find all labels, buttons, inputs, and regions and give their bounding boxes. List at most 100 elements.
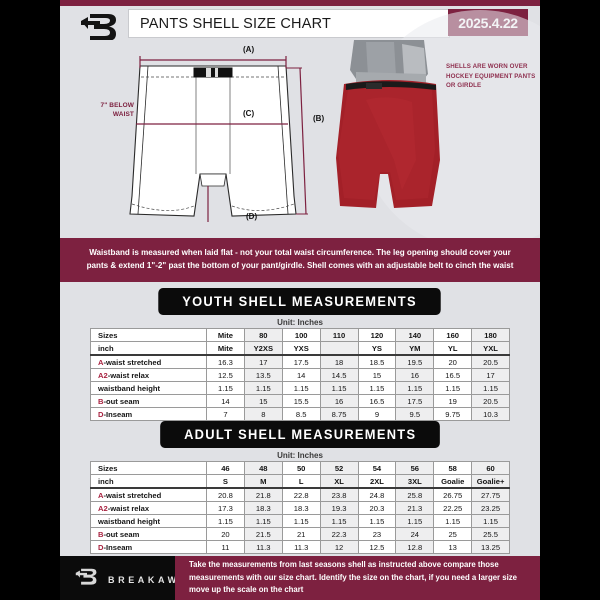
table-cell: 21.5 — [243, 527, 283, 541]
table-cell: 1.15 — [471, 381, 510, 395]
table-cell: Goalie+ — [471, 474, 510, 489]
footer-brand-name: BREAKAWAY — [108, 574, 199, 585]
table-cell: 12 — [319, 540, 359, 554]
row-label: waistband height — [90, 381, 207, 395]
row-label: D-Inseam — [90, 407, 207, 421]
table-row: A2-waist relax 17.3 18.3 18.3 19.3 20.3 21.3 22… — [90, 501, 510, 515]
table-cell: 50 — [281, 461, 321, 475]
table-cell: 15 — [243, 394, 283, 408]
table-cell: 8.5 — [281, 407, 321, 421]
row-label-letter: A2 — [98, 503, 108, 513]
waist-note-line-2: WAIST — [112, 110, 134, 118]
table-cell: 11.3 — [281, 540, 321, 554]
diagram-label-b: (B) — [313, 114, 325, 123]
measurement-instructions-text: Waistband is measured when laid flat - n… — [86, 248, 514, 270]
row-label: A-waist stretched — [90, 354, 207, 369]
table-cell: L — [281, 474, 321, 489]
table-cell: 18.3 — [243, 501, 283, 515]
adult-measurements-table: Sizes 46 48 50 52 54 56 58 60 inch S M L XL 2XL 3XL Goal… — [90, 461, 510, 554]
footer-brand: BREAKAWAY — [74, 564, 198, 595]
table-cell: 16.5 — [433, 368, 473, 382]
table-cell: 1.15 — [395, 381, 435, 395]
row-label: B-out seam — [90, 527, 207, 541]
table-cell: 9 — [357, 407, 397, 421]
table-cell — [319, 341, 359, 356]
adult-heading: ADULT SHELL MEASUREMENTS — [159, 421, 441, 448]
table-cell: 27.75 — [471, 487, 510, 502]
page-title-text: PANTS SHELL SIZE CHART — [140, 15, 332, 32]
table-row: Sizes 46 48 50 52 54 56 58 60 — [90, 461, 510, 475]
row-label-letter: A — [98, 357, 104, 367]
table-cell: 1.15 — [433, 381, 473, 395]
table-cell: 22.3 — [319, 527, 359, 541]
row-label: Sizes — [90, 461, 207, 475]
table-cell: 12.5 — [206, 368, 245, 382]
table-cell: Goalie — [433, 474, 473, 489]
youth-unit-label: Unit: Inches — [277, 318, 323, 327]
table-cell: YXL — [471, 341, 510, 356]
row-label: B-out seam — [90, 394, 207, 408]
table-cell: 22.25 — [433, 501, 473, 515]
table-cell: 21.3 — [395, 501, 435, 515]
table-cell: 9.75 — [433, 407, 473, 421]
table-cell: 48 — [243, 461, 283, 475]
table-cell: 1.15 — [357, 381, 397, 395]
table-cell: 60 — [471, 461, 510, 475]
table-row: A-waist stretched 20.8 21.8 22.8 23.8 24.8 25.… — [90, 487, 510, 502]
table-cell: 23.8 — [319, 487, 359, 502]
row-label: waistband height — [90, 514, 207, 528]
table-cell: 17 — [471, 368, 510, 382]
table-cell: 21.8 — [243, 487, 283, 502]
table-cell: 1.15 — [319, 514, 359, 528]
table-cell: M — [243, 474, 283, 489]
footer-instructions: Take the measurements from last seasons … — [175, 556, 540, 600]
page-title: PANTS SHELL SIZE CHART — [128, 9, 450, 38]
table-cell: 17.3 — [206, 501, 245, 515]
sheet: PANTS SHELL SIZE CHART 2025.4.22 7" BELO… — [60, 0, 540, 600]
table-cell: 14.5 — [319, 368, 359, 382]
table-cell: 1.15 — [206, 514, 245, 528]
table-cell: 20.5 — [471, 354, 510, 369]
table-cell: 1.15 — [433, 514, 473, 528]
waist-reference-note: 7" BELOW WAIST — [76, 102, 134, 120]
table-cell: 13.5 — [243, 368, 283, 382]
table-cell: 2XL — [357, 474, 397, 489]
table-cell: 20 — [433, 354, 473, 369]
table-cell: 19.3 — [319, 501, 359, 515]
table-cell: 9.5 — [395, 407, 435, 421]
footer-instructions-text: Take the measurements from last seasons … — [189, 560, 517, 595]
table-cell: 80 — [243, 328, 283, 342]
shell-product-photo — [332, 40, 448, 230]
table-cell: 19 — [433, 394, 473, 408]
table-cell: 15.5 — [281, 394, 321, 408]
table-cell: 52 — [319, 461, 359, 475]
table-cell: 7 — [206, 407, 245, 421]
table-cell: 13.25 — [471, 540, 510, 554]
table-row: B-out seam 20 21.5 21 22.3 23 24 25 25.5 — [90, 527, 510, 541]
table-cell: 25 — [433, 527, 473, 541]
table-cell: 19.5 — [395, 354, 435, 369]
table-cell: 14 — [281, 368, 321, 382]
table-cell: 160 — [433, 328, 473, 342]
table-cell: 17.5 — [281, 354, 321, 369]
table-cell: 10.3 — [471, 407, 510, 421]
table-cell: YL — [433, 341, 473, 356]
row-label: A-waist stretched — [90, 487, 207, 502]
row-label: A2-waist relax — [90, 368, 207, 382]
breakaway-b-logo-icon — [78, 8, 122, 48]
table-cell: 16.5 — [357, 394, 397, 408]
table-row: inch S M L XL 2XL 3XL Goalie Goalie+ — [90, 474, 510, 489]
table-cell: 1.15 — [319, 381, 359, 395]
row-label-letter: B — [98, 396, 104, 406]
table-cell: 1.15 — [281, 514, 321, 528]
table-cell: 140 — [395, 328, 435, 342]
table-cell: 24 — [395, 527, 435, 541]
table-cell: 26.75 — [433, 487, 473, 502]
row-label: inch — [90, 341, 207, 356]
table-row: B-out seam 14 15 15.5 16 16.5 17.5 19 20.5 — [90, 394, 510, 408]
table-cell: 1.15 — [206, 381, 245, 395]
row-label-letter: A2 — [98, 370, 108, 380]
youth-table: Sizes Mite 80 100 110 120 140 160 180 inch Mite Y2X… — [90, 328, 510, 421]
table-row: A2-waist relax 12.5 13.5 14 14.5 15 16 16.5 17 — [90, 368, 510, 382]
